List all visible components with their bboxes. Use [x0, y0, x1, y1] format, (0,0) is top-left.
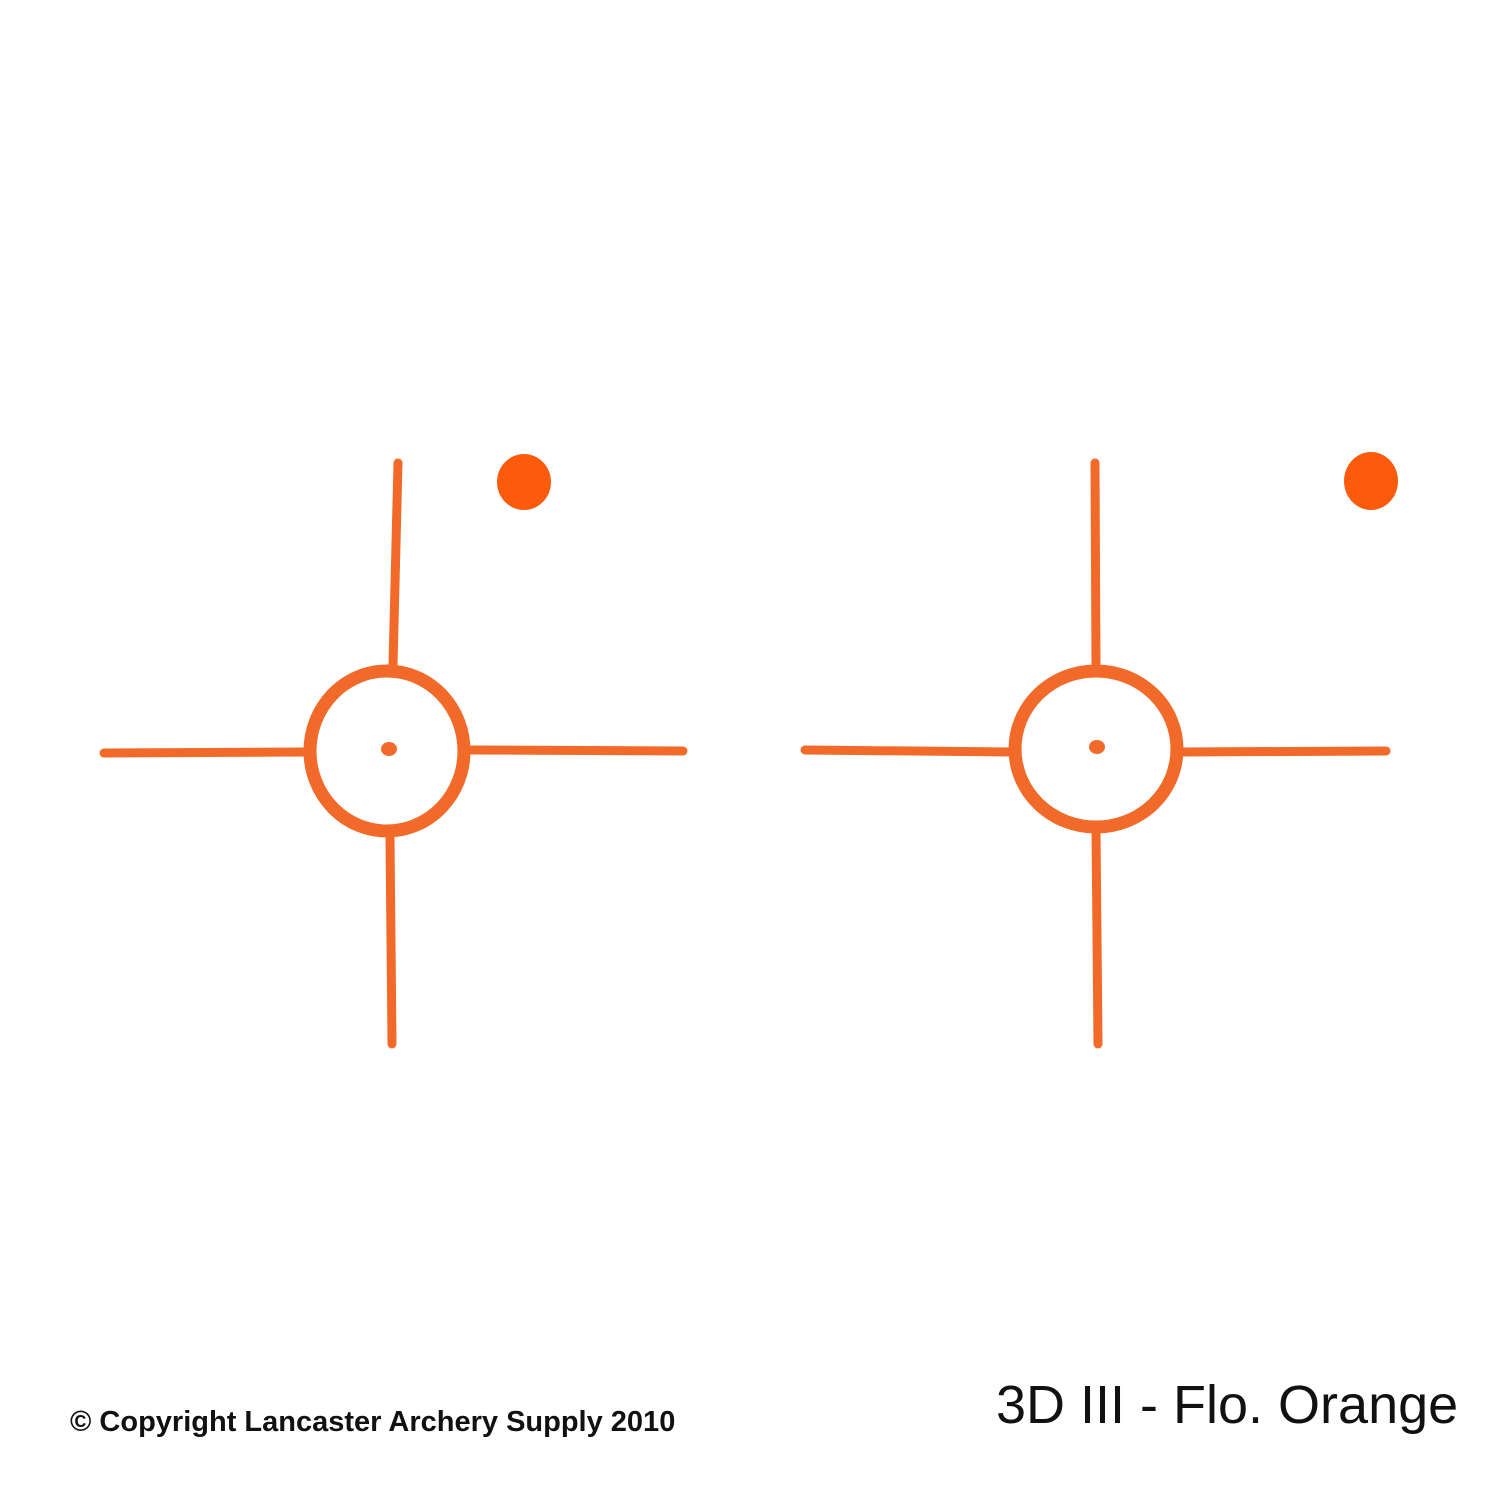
copyright-text: © Copyright Lancaster Archery Supply 201… [70, 1406, 676, 1438]
reticle-right [800, 452, 1398, 1049]
reticle-ring [1008, 664, 1184, 834]
reticle-ring [303, 664, 471, 838]
reticle-left [99, 454, 688, 1049]
reticle-line-top [388, 458, 403, 670]
reticle-line-right [465, 745, 688, 756]
reticle-center-dot [1089, 740, 1105, 754]
reticle-line-bottom [1091, 825, 1103, 1049]
indicator-dot [1344, 452, 1398, 510]
reticle-line-left [800, 745, 1017, 757]
reticle-line-top [1090, 458, 1101, 673]
reticle-line-left [99, 747, 311, 758]
indicator-dot [497, 454, 551, 510]
reticle-center-dot [381, 742, 397, 756]
reticle-line-right [1175, 746, 1391, 757]
reticle-line-bottom [385, 833, 397, 1049]
product-caption: 3D III - Flo. Orange [996, 1375, 1459, 1435]
